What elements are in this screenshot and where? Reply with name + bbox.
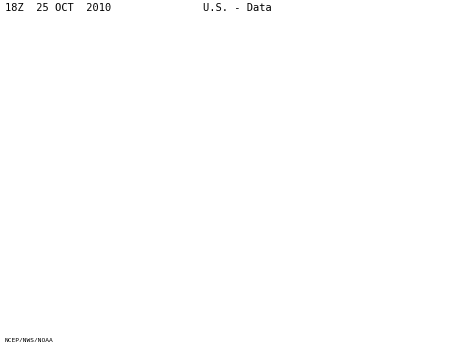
Text: 18Z  25 OCT  2010: 18Z 25 OCT 2010 [5, 3, 111, 13]
Text: NCEP/NWS/NOAA: NCEP/NWS/NOAA [5, 337, 54, 342]
Text: U.S. - Data: U.S. - Data [202, 3, 272, 13]
